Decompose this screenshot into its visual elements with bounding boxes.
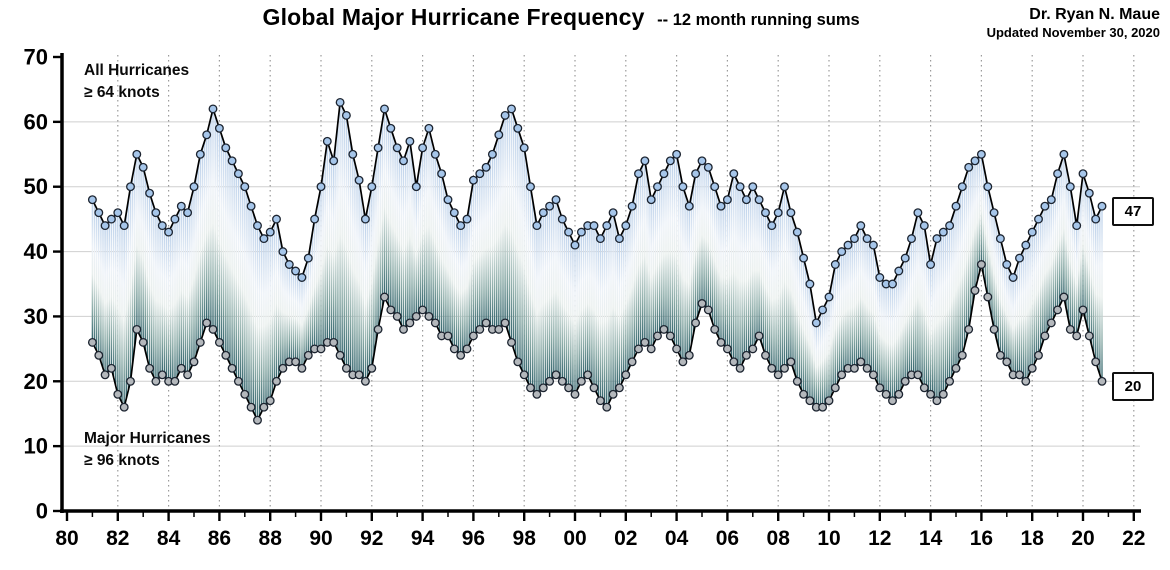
series-label-all-line2: ≥ 64 knots (84, 84, 160, 102)
svg-text:0: 0 (36, 499, 48, 524)
chart-title: Global Major Hurricane Frequency (262, 4, 645, 30)
y-axis-ticks: 0 10 20 30 40 50 60 70 (24, 45, 62, 524)
chart-title-bar: Global Major Hurricane Frequency -- 12 m… (263, 4, 860, 31)
series-label-major-hurricanes: Major Hurricanes ≥ 96 knots (84, 428, 211, 473)
series-label-all-hurricanes: All Hurricanes ≥ 64 knots (84, 60, 189, 105)
updated-date: Updated November 30, 2020 (986, 25, 1160, 40)
svg-text:12: 12 (868, 527, 891, 550)
svg-text:86: 86 (208, 527, 231, 550)
end-value-box-major: 20 (1112, 372, 1154, 402)
series-label-major-line2: ≥ 96 knots (84, 452, 160, 470)
svg-text:98: 98 (513, 527, 537, 550)
svg-text:30: 30 (24, 304, 48, 329)
svg-text:00: 00 (563, 527, 586, 550)
svg-text:94: 94 (411, 527, 435, 550)
svg-text:70: 70 (24, 45, 48, 70)
author-name: Dr. Ryan N. Maue (1029, 6, 1160, 23)
svg-text:14: 14 (919, 527, 943, 550)
series-label-all-line1: All Hurricanes (84, 62, 190, 79)
series-label-major-line1: Major Hurricanes (84, 430, 211, 447)
x-axis-ticks: 80 82 84 86 88 90 92 94 96 98 00 02 04 06 08 10 12 14 16 18… (55, 511, 1145, 550)
svg-text:06: 06 (716, 527, 739, 550)
svg-text:08: 08 (767, 527, 791, 550)
svg-text:02: 02 (614, 527, 637, 550)
svg-text:22: 22 (1122, 527, 1145, 550)
svg-text:96: 96 (462, 527, 485, 550)
end-value-box-all: 47 (1112, 197, 1154, 227)
chart-subtitle: -- 12 month running sums (657, 11, 860, 29)
svg-text:40: 40 (24, 239, 48, 264)
series-major-hurricanes (87, 260, 1107, 425)
svg-text:20: 20 (24, 369, 48, 394)
svg-text:92: 92 (360, 527, 383, 550)
attribution-block: Dr. Ryan N. Maue Updated November 30, 20… (987, 5, 1160, 41)
svg-text:10: 10 (817, 527, 840, 550)
svg-text:20: 20 (1071, 527, 1094, 550)
svg-text:84: 84 (157, 527, 181, 550)
svg-text:60: 60 (24, 109, 48, 134)
svg-text:10: 10 (24, 434, 48, 459)
svg-text:50: 50 (24, 174, 48, 199)
svg-text:80: 80 (55, 527, 78, 550)
svg-text:18: 18 (1021, 527, 1045, 550)
series-all-hurricanes (87, 97, 1107, 328)
svg-text:04: 04 (665, 527, 689, 550)
svg-text:88: 88 (259, 527, 283, 550)
svg-text:90: 90 (309, 527, 332, 550)
between-series-hatch (91, 102, 1103, 421)
svg-text:82: 82 (106, 527, 129, 550)
vertical-gridlines (117, 55, 1135, 511)
svg-text:16: 16 (970, 527, 993, 550)
